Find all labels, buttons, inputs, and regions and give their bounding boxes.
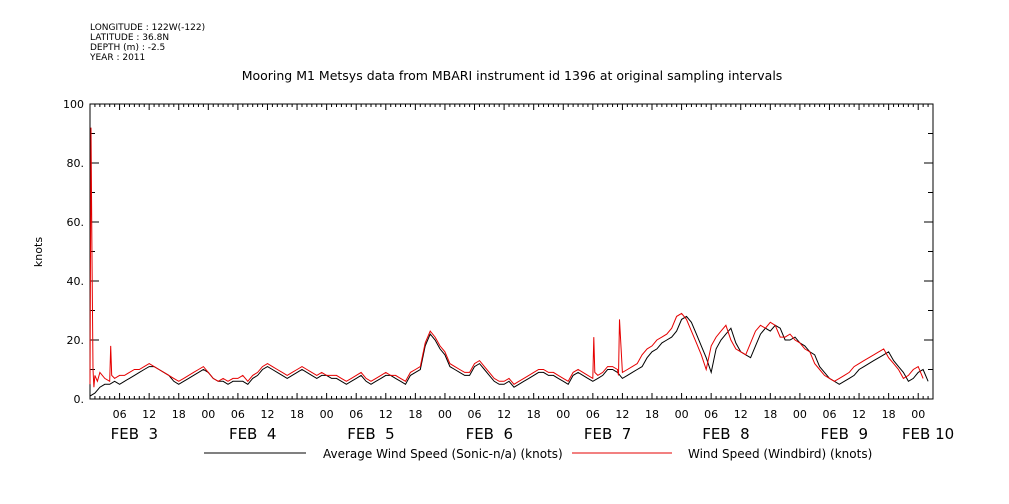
x-tick-label: 12 [615,408,629,421]
x-tick-label: 00 [438,408,452,421]
y-axis: 0. 20. 40. 60. 80. 100 [63,98,933,406]
x-date-label: FEB 8 [702,425,749,443]
y-tick-label: 60. [67,216,85,229]
x-date-label: FEB 9 [821,425,868,443]
legend: Average Wind Speed (Sonic-n/a) (knots) Wi… [204,447,872,461]
x-date-label: FEB 4 [229,425,276,443]
y-tick-label: 20. [67,334,85,347]
meta-latitude: LATITUDE : 36.8N [90,33,169,43]
x-tick-label: 06 [231,408,245,421]
series-line-2 [89,127,924,388]
series-line-1 [89,315,929,397]
x-tick-label: 18 [763,408,777,421]
series-layer [89,127,929,397]
x-tick-label: 06 [468,408,482,421]
meta-year: YEAR : 2011 [89,53,145,63]
legend-label-2: Wind Speed (Windbird) (knots) [688,447,872,461]
x-tick-label: 06 [586,408,600,421]
x-tick-label: 00 [556,408,570,421]
x-date-label: FEB 7 [584,425,631,443]
x-tick-label: 12 [497,408,511,421]
chart-title: Mooring M1 Metsys data from MBARI instru… [242,68,783,83]
x-tick-label: 00 [911,408,925,421]
x-tick-label: 06 [349,408,363,421]
x-tick-label: 06 [704,408,718,421]
x-tick-label: 12 [142,408,156,421]
x-date-label: FEB 6 [466,425,513,443]
x-tick-label: 18 [882,408,896,421]
x-tick-label: 12 [734,408,748,421]
x-tick-label: 18 [172,408,186,421]
y-axis-label: knots [32,237,45,267]
x-date-label: FEB 5 [347,425,394,443]
x-tick-label: 18 [290,408,304,421]
y-tick-label: 0. [74,393,85,406]
x-tick-label: 12 [260,408,274,421]
x-tick-label: 00 [201,408,215,421]
meta-longitude: LONGITUDE : 122W(-122) [90,23,205,33]
x-tick-label: 06 [113,408,127,421]
x-tick-label: 00 [675,408,689,421]
x-tick-label: 00 [793,408,807,421]
legend-label-1: Average Wind Speed (Sonic-n/a) (knots) [323,447,563,461]
x-tick-label: 12 [379,408,393,421]
x-date-label: FEB 10 [902,425,954,443]
y-tick-label: 40. [67,275,85,288]
x-tick-label: 12 [852,408,866,421]
x-tick-label: 18 [645,408,659,421]
x-tick-label: 18 [408,408,422,421]
plot-frame [89,103,934,400]
meta-depth: DEPTH (m) : -2.5 [90,43,165,53]
x-date-label: FEB 3 [111,425,158,443]
x-tick-label: 18 [527,408,541,421]
x-axis: 06 12 18 00 06 12 18 00 06 12 18 00 06 12 18 00 06 12 18 00… [89,104,954,443]
y-tick-label: 100 [63,98,84,111]
y-tick-label: 80. [67,157,85,170]
x-tick-label: 06 [822,408,836,421]
x-tick-label: 00 [320,408,334,421]
